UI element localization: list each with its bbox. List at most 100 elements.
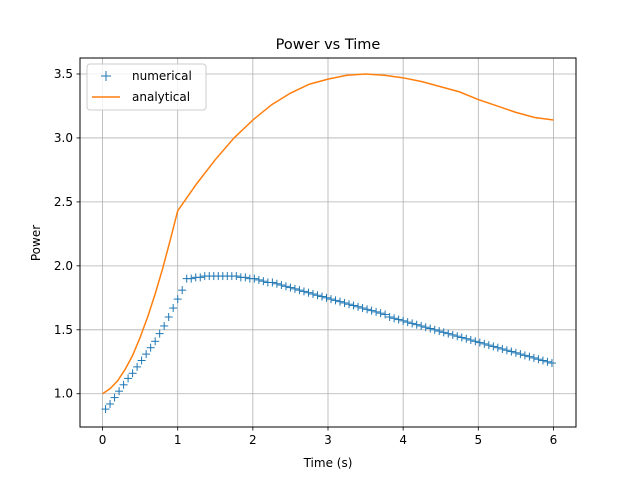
data-point-numerical [520,351,529,360]
data-point-numerical [155,329,164,338]
data-point-numerical [399,316,408,325]
data-point-numerical [430,325,439,334]
legend-label-numerical: numerical [132,69,192,83]
x-axis-label: Time (s) [303,456,353,470]
data-point-numerical [417,321,426,330]
data-point-numerical [277,281,286,290]
data-point-numerical [484,341,493,350]
data-point-numerical [489,342,498,351]
data-point-numerical [340,298,349,307]
data-point-numerical [511,348,520,357]
data-point-numerical [137,356,146,365]
y-tick-label: 3.5 [54,67,73,81]
data-point-numerical [281,282,290,291]
y-tick-label: 2.0 [54,259,73,273]
chart-title: Power vs Time [276,37,381,53]
legend-marker-numerical [101,71,111,81]
data-point-numerical [385,313,394,322]
data-point-numerical [232,272,241,281]
data-point-numerical [435,327,444,336]
y-tick-label: 2.5 [54,195,73,209]
data-point-numerical [529,353,538,362]
data-point-numerical [110,393,119,402]
data-point-numerical [331,296,340,305]
data-point-numerical [525,352,534,361]
data-point-numerical [507,347,516,356]
data-point-numerical [304,288,313,297]
data-point-numerical [462,334,471,343]
y-tick-label: 1.5 [54,323,73,337]
data-point-numerical [358,304,367,313]
data-point-numerical [101,405,110,414]
data-point-numerical [439,328,448,337]
data-point-numerical [354,302,363,311]
data-point-numerical [322,293,331,302]
data-point-numerical [169,304,178,313]
data-point-numerical [142,350,151,359]
data-point-numerical [457,333,466,342]
data-point-numerical [408,319,417,328]
data-point-numerical [146,343,155,352]
legend-box [86,63,207,111]
data-point-numerical [345,300,354,309]
data-point-numerical [133,362,142,371]
x-tick-label: 1 [174,433,182,447]
data-point-numerical [498,344,507,353]
x-tick-label: 5 [474,433,482,447]
y-tick-label: 1.0 [54,387,73,401]
data-point-numerical [516,350,525,359]
x-tick-label: 0 [99,433,107,447]
data-point-numerical [426,324,435,333]
data-point-numerical [290,284,299,293]
data-point-numerical [538,356,547,365]
data-point-numerical [272,279,281,288]
series-line-analytical [102,73,554,395]
y-tick-label: 3.0 [54,131,73,145]
data-point-numerical [106,399,115,408]
legend-label-analytical: analytical [132,90,190,104]
data-point-numerical [128,369,137,378]
data-point-numerical [403,318,412,327]
data-point-numerical [308,289,317,298]
data-point-numerical [254,275,263,284]
data-point-numerical [394,315,403,324]
data-point-numerical [268,278,277,287]
data-point-numerical [448,330,457,339]
x-tick-label: 2 [249,433,257,447]
data-point-numerical [547,359,556,368]
data-point-numerical [390,314,399,323]
data-point-numerical [295,286,304,295]
data-point-numerical [381,310,390,319]
x-tick-label: 6 [550,433,558,447]
data-point-numerical [376,309,385,318]
x-tick-label: 4 [399,433,407,447]
data-point-numerical [196,273,205,282]
data-point-numerical [502,346,511,355]
data-point-numerical [173,295,182,304]
data-point-numerical [534,355,543,364]
data-point-numerical [471,337,480,346]
legend: numerical analytical [86,63,207,111]
data-point-numerical [115,387,124,396]
data-point-numerical [475,338,484,347]
data-point-numerical [466,336,475,345]
data-point-numerical [480,339,489,348]
data-point-numerical [336,297,345,306]
ticks: 0 1 2 3 4 5 6 1.0 1.5 2.0 2.5 3.0 3.5 [54,67,557,447]
data-point-numerical [241,273,250,282]
data-point-numerical [250,274,259,283]
data-point-numerical [187,274,196,283]
data-point-numerical [164,313,173,322]
data-point-numerical [493,343,502,352]
data-point-numerical [286,283,295,292]
data-point-numerical [421,323,430,332]
data-point-numerical [178,286,187,295]
data-point-numerical [327,295,336,304]
data-point-numerical [412,320,421,329]
data-point-numerical [367,306,376,315]
data-point-numerical [363,305,372,314]
data-point-numerical [151,337,160,346]
y-axis-label: Power [29,225,43,261]
data-point-numerical [444,329,453,338]
